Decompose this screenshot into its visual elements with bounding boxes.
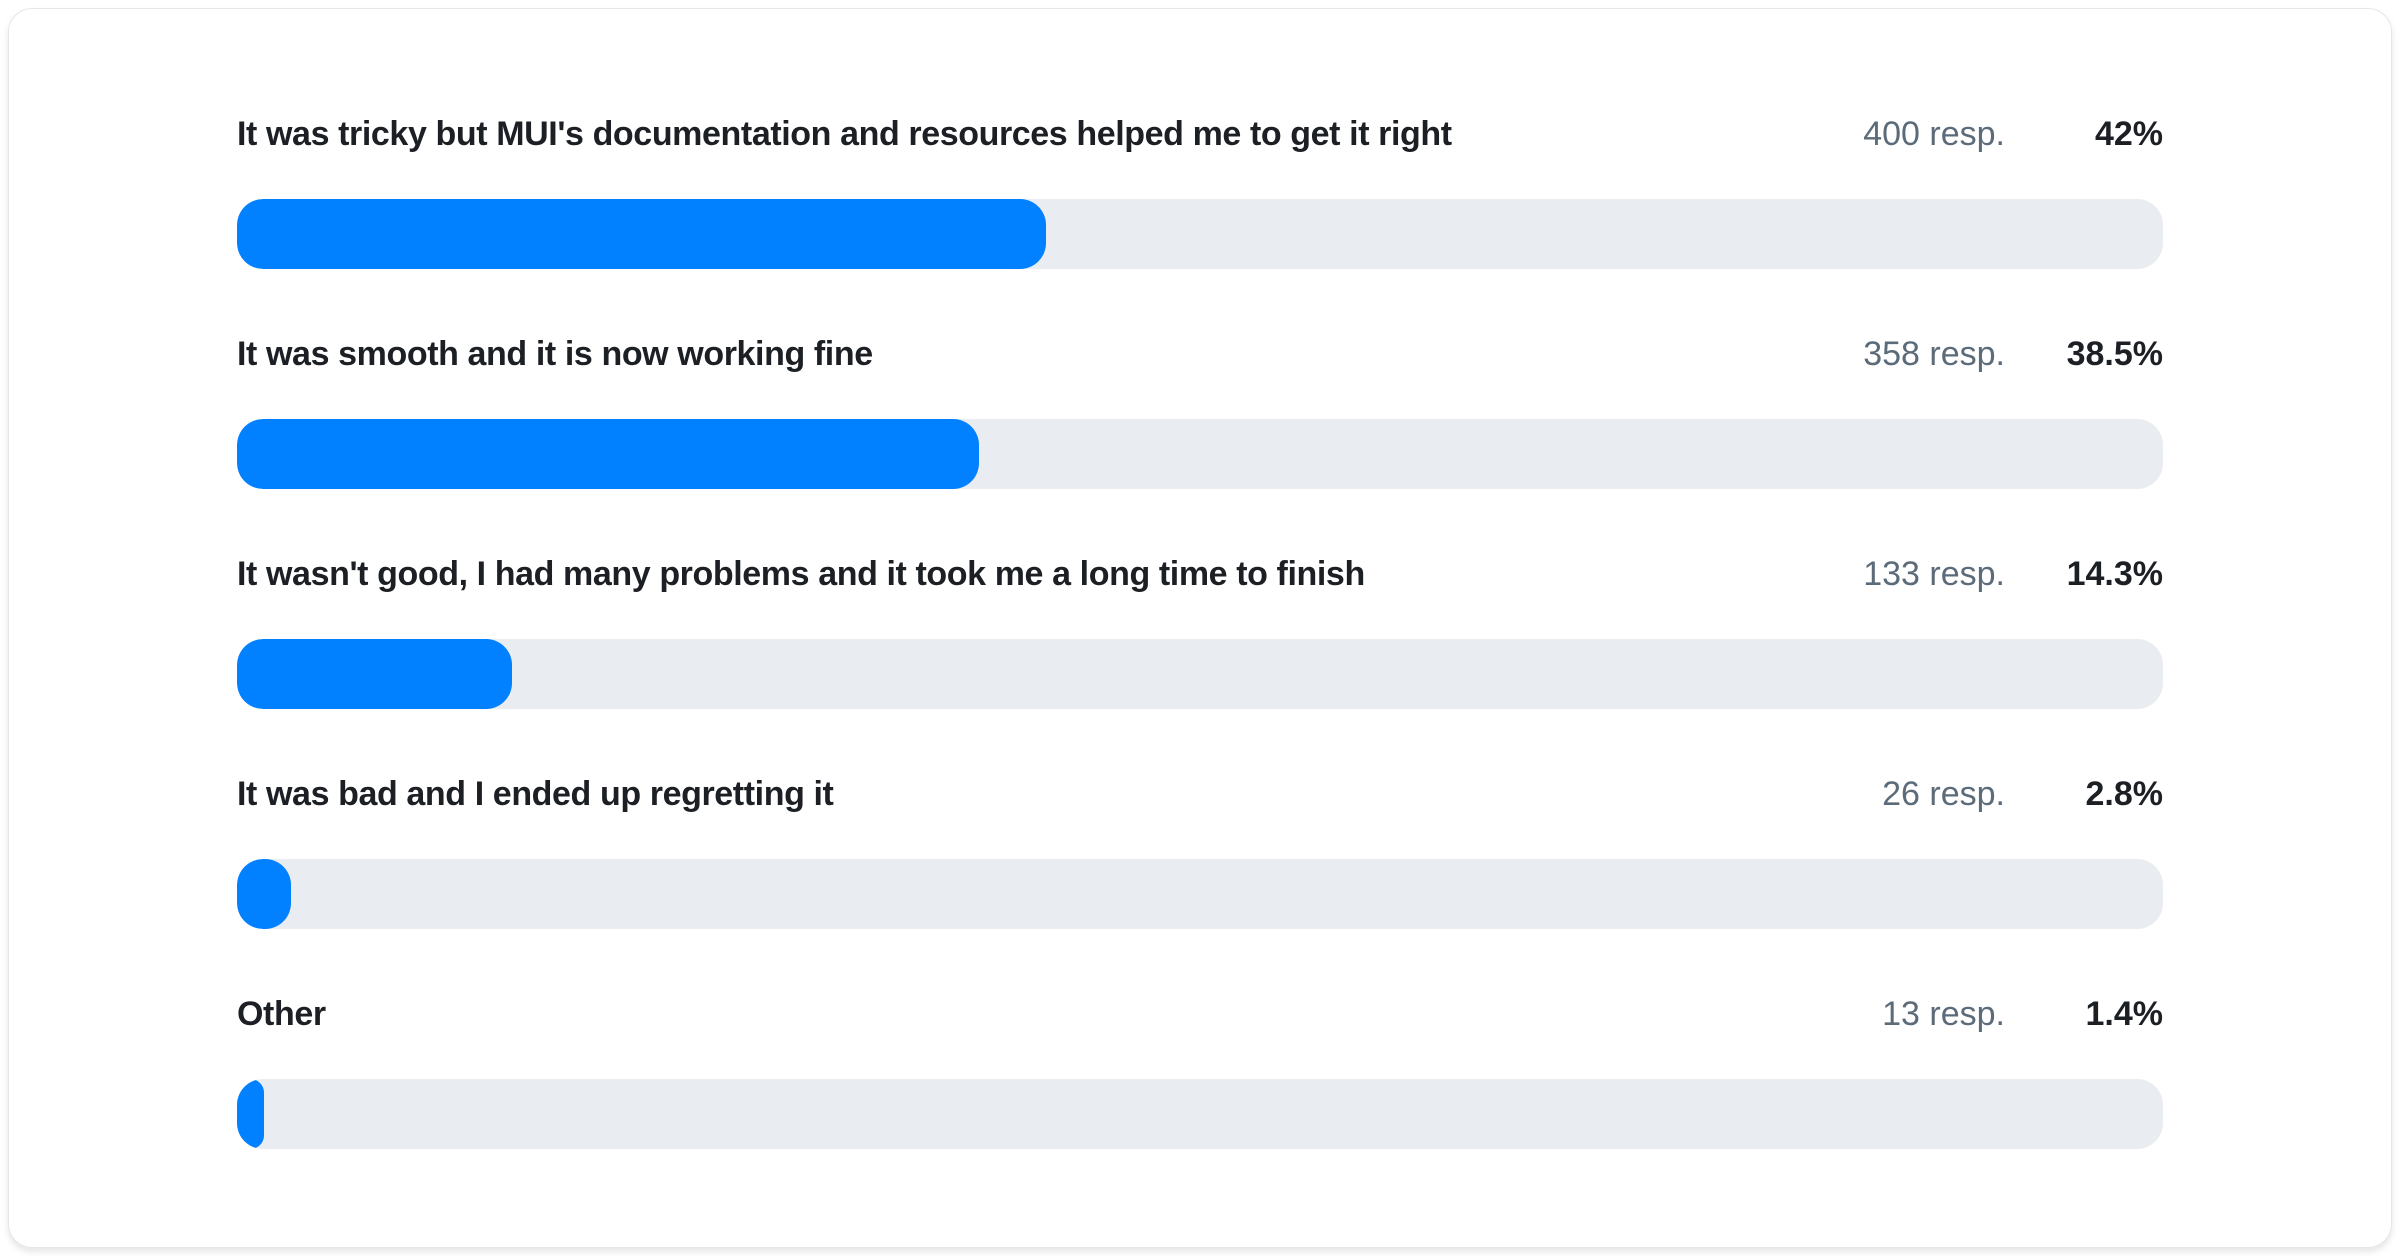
survey-row: It wasn't good, I had many problems and … <box>237 549 2163 709</box>
bar-fill <box>237 199 1046 269</box>
row-header: It was tricky but MUI's documentation an… <box>237 109 2163 159</box>
row-header: It was bad and I ended up regretting it … <box>237 769 2163 819</box>
percentage-value: 14.3% <box>2066 555 2163 593</box>
bar-track <box>237 419 2163 489</box>
row-header: It was smooth and it is now working fine… <box>237 329 2163 379</box>
response-count: 133 resp. <box>1863 555 2005 593</box>
bar-fill <box>237 639 513 709</box>
survey-row: It was smooth and it is now working fine… <box>237 329 2163 489</box>
bar-fill <box>237 859 291 929</box>
bar-track <box>237 199 2163 269</box>
percentage-value: 2.8% <box>2085 775 2164 813</box>
bar-fill <box>237 1079 264 1149</box>
response-count: 358 resp. <box>1863 335 2005 373</box>
percentage-value: 42% <box>2094 115 2163 153</box>
bar-track <box>237 639 2163 709</box>
answer-label: It was tricky but MUI's documentation an… <box>237 115 1452 153</box>
survey-results-card: It was tricky but MUI's documentation an… <box>8 8 2392 1248</box>
bar-track <box>237 1079 2163 1149</box>
response-count: 400 resp. <box>1863 115 2005 153</box>
row-header: It wasn't good, I had many problems and … <box>237 549 2163 599</box>
answer-label: It was smooth and it is now working fine <box>237 335 873 373</box>
row-header: Other 13 resp. 1.4% <box>237 989 2163 1039</box>
response-count: 26 resp. <box>1882 775 2005 813</box>
bar-fill <box>237 419 979 489</box>
answer-label: Other <box>237 995 326 1033</box>
percentage-value: 1.4% <box>2085 995 2164 1033</box>
survey-list: It was tricky but MUI's documentation an… <box>9 9 2391 1149</box>
survey-row: It was tricky but MUI's documentation an… <box>237 109 2163 269</box>
percentage-value: 38.5% <box>2066 335 2163 373</box>
bar-track <box>237 859 2163 929</box>
answer-label: It was bad and I ended up regretting it <box>237 775 834 813</box>
response-count: 13 resp. <box>1882 995 2005 1033</box>
survey-row: It was bad and I ended up regretting it … <box>237 769 2163 929</box>
survey-row: Other 13 resp. 1.4% <box>237 989 2163 1149</box>
answer-label: It wasn't good, I had many problems and … <box>237 555 1365 593</box>
